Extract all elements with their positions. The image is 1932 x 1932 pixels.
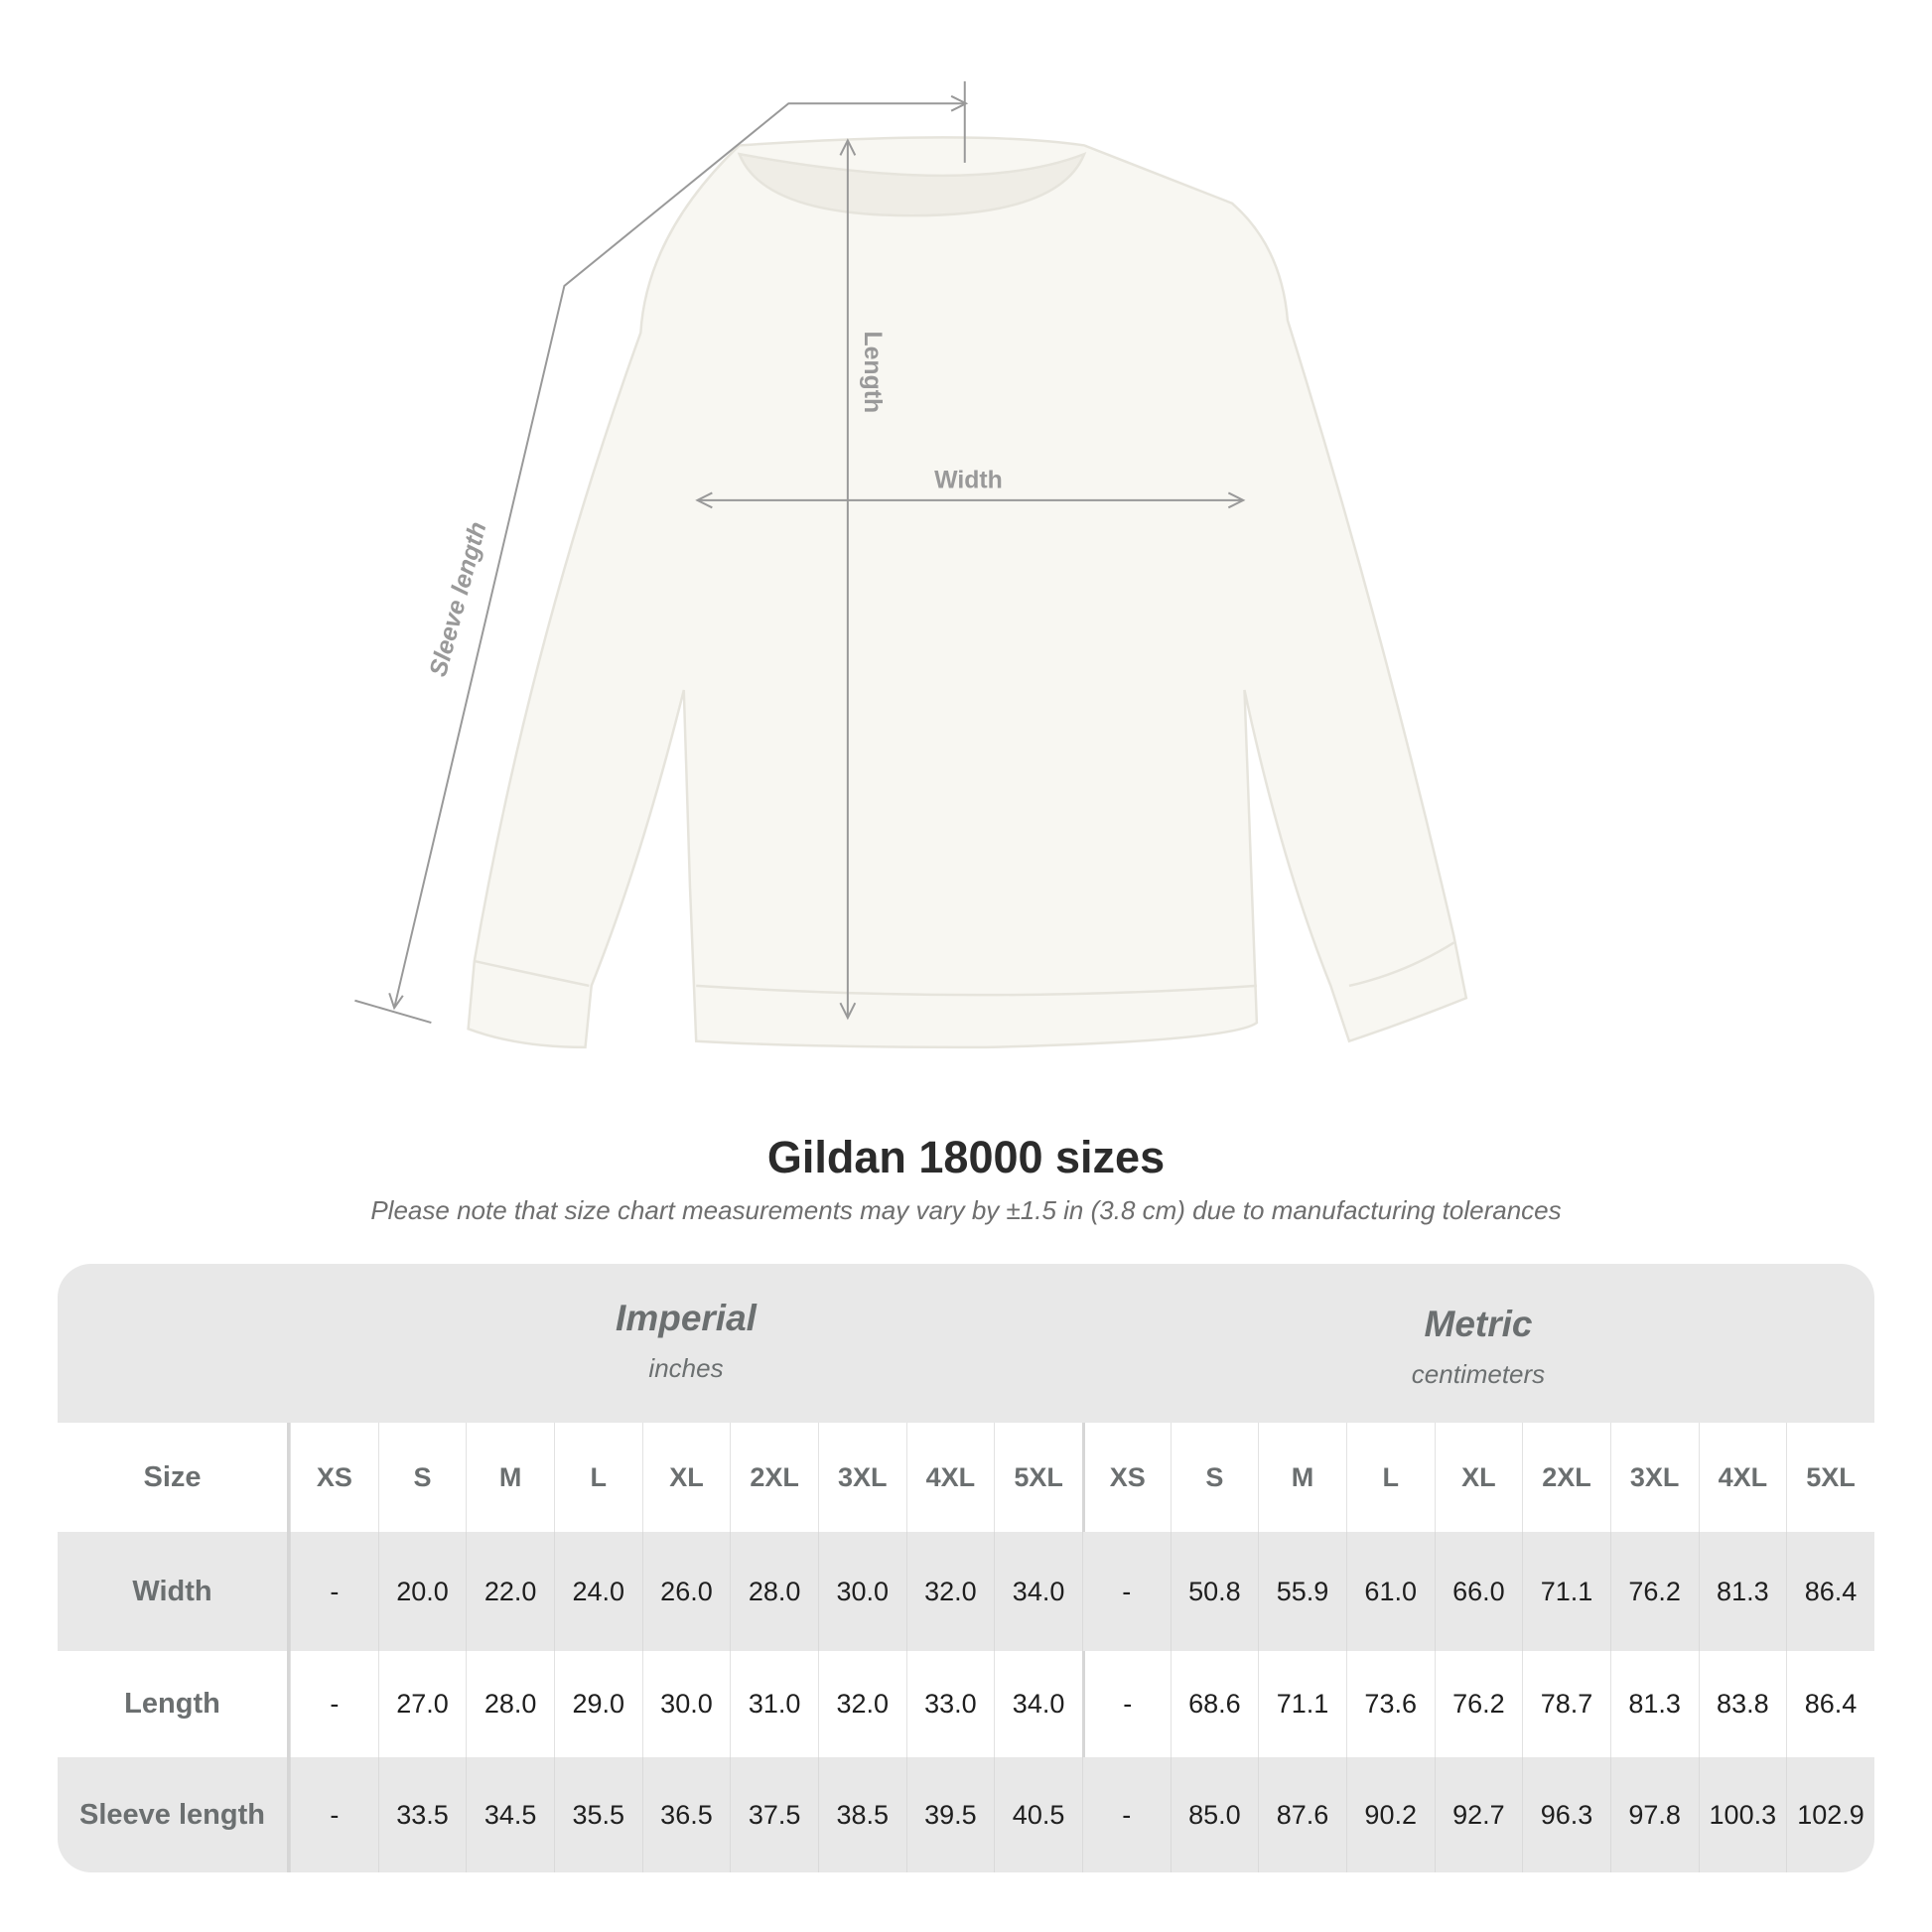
measurement-cell-imperial: 22.0 — [466, 1532, 554, 1651]
measurement-cell-metric: 102.9 — [1786, 1757, 1874, 1872]
measurement-cell-imperial: 33.5 — [377, 1757, 467, 1872]
measurement-cell-metric: 71.1 — [1522, 1532, 1610, 1651]
imperial-heading: Imperial — [616, 1298, 757, 1338]
size-header-metric: 5XL — [1786, 1423, 1874, 1532]
measurement-cell-metric: 90.2 — [1345, 1757, 1435, 1872]
measurement-cell-imperial: 20.0 — [377, 1532, 467, 1651]
measurement-cell-imperial: 24.0 — [553, 1532, 642, 1651]
sweatshirt-diagram: Length Width Sleeve length — [354, 80, 1468, 1049]
measurement-cell-metric: 71.1 — [1258, 1651, 1346, 1757]
imperial-header: Imperial inches — [290, 1298, 1082, 1384]
size-header-imperial: 4XL — [905, 1423, 995, 1532]
measurement-cell-imperial: 27.0 — [377, 1651, 467, 1757]
measurement-cell-metric: 86.4 — [1786, 1532, 1874, 1651]
measurement-cell-metric: - — [1081, 1651, 1171, 1757]
measurement-cell-metric: - — [1081, 1757, 1171, 1872]
row-label: Length — [58, 1651, 290, 1757]
measurement-cell-imperial: 32.0 — [905, 1532, 995, 1651]
width-label: Width — [934, 467, 1003, 493]
measurement-cell-metric: 81.3 — [1698, 1532, 1787, 1651]
measurement-cell-imperial: - — [290, 1651, 378, 1757]
size-header-metric: 2XL — [1522, 1423, 1610, 1532]
measurement-cell-metric: 97.8 — [1609, 1757, 1699, 1872]
measurement-cell-metric: 87.6 — [1258, 1757, 1346, 1872]
measurement-cell-metric: 100.3 — [1698, 1757, 1787, 1872]
measurement-cell-metric: 73.6 — [1345, 1651, 1435, 1757]
measure-lines — [354, 80, 1246, 1025]
measurement-cell-imperial: 39.5 — [905, 1757, 995, 1872]
row-label: Sleeve length — [58, 1757, 290, 1872]
measurement-cell-imperial: - — [290, 1532, 378, 1651]
measurement-cell-imperial: 33.0 — [905, 1651, 995, 1757]
metric-header: Metric centimeters — [1082, 1304, 1874, 1390]
measurement-cell-imperial: 28.0 — [466, 1651, 554, 1757]
size-header-imperial: XL — [641, 1423, 731, 1532]
measurement-cell-metric: 83.8 — [1698, 1651, 1787, 1757]
measurement-cell-imperial: 32.0 — [817, 1651, 906, 1757]
measurement-cell-imperial: 38.5 — [817, 1757, 906, 1872]
row-label: Width — [58, 1532, 290, 1651]
size-header-metric: XS — [1081, 1423, 1171, 1532]
row-label: Size — [58, 1423, 290, 1532]
size-header-imperial: 5XL — [994, 1423, 1082, 1532]
measurement-cell-metric: 50.8 — [1170, 1532, 1259, 1651]
size-header-imperial: L — [553, 1423, 642, 1532]
size-header-imperial: S — [377, 1423, 467, 1532]
measurement-cell-metric: 61.0 — [1345, 1532, 1435, 1651]
measurement-cell-imperial: 36.5 — [641, 1757, 731, 1872]
measurement-cell-imperial: 34.0 — [994, 1532, 1082, 1651]
size-header-metric: XL — [1434, 1423, 1523, 1532]
page-title: Gildan 18000 sizes — [766, 1132, 1166, 1182]
metric-heading: Metric — [1424, 1304, 1533, 1344]
imperial-unit: inches — [648, 1353, 724, 1383]
measurement-cell-imperial: 26.0 — [641, 1532, 731, 1651]
size-header-imperial: 3XL — [817, 1423, 906, 1532]
size-header-row: Size XS S M L XL 2XL 3XL 4XL 5XL XS S M L XL 2XL 3XL 4XL 5… — [58, 1423, 1874, 1532]
measurement-cell-metric: 96.3 — [1522, 1757, 1610, 1872]
size-header-imperial: M — [466, 1423, 554, 1532]
table-row: Length -27.0 28.0 29.0 30.0 31.0 32.0 33.0 34.0-… — [58, 1651, 1874, 1757]
measurement-cell-metric: - — [1081, 1532, 1171, 1651]
measurement-cell-imperial: 31.0 — [730, 1651, 818, 1757]
size-header-metric: 4XL — [1698, 1423, 1787, 1532]
measurement-cell-imperial: 30.0 — [817, 1532, 906, 1651]
measurement-cell-imperial: 34.5 — [466, 1757, 554, 1872]
size-header-metric: L — [1345, 1423, 1435, 1532]
table-row: Sleeve length -33.5 34.5 35.5 36.5 37.5 38.5 39… — [58, 1757, 1874, 1872]
size-header-metric: M — [1258, 1423, 1346, 1532]
measurement-cell-imperial: - — [290, 1757, 378, 1872]
size-header-metric: S — [1170, 1423, 1259, 1532]
sweatshirt-image — [467, 136, 1468, 1049]
length-label: Length — [859, 331, 886, 413]
measurement-cell-imperial: 40.5 — [994, 1757, 1082, 1872]
size-header-imperial: 2XL — [730, 1423, 818, 1532]
measurement-cell-metric: 92.7 — [1434, 1757, 1523, 1872]
size-table: Imperial inches Metric centimeters Size X… — [58, 1264, 1874, 1872]
metric-unit: centimeters — [1411, 1359, 1546, 1389]
size-header-metric: 3XL — [1609, 1423, 1699, 1532]
measurement-cell-imperial: 29.0 — [553, 1651, 642, 1757]
measurement-cell-imperial: 37.5 — [730, 1757, 818, 1872]
measurement-cell-metric: 86.4 — [1786, 1651, 1874, 1757]
measurement-cell-metric: 78.7 — [1522, 1651, 1610, 1757]
measurement-cell-metric: 85.0 — [1170, 1757, 1259, 1872]
measurement-cell-metric: 68.6 — [1170, 1651, 1259, 1757]
table-header-band — [58, 1264, 1874, 1423]
measurement-cell-metric: 81.3 — [1609, 1651, 1699, 1757]
sleeve-arrow — [393, 102, 965, 1009]
sleeve-length-label: Sleeve length — [425, 519, 491, 680]
measurement-cell-metric: 66.0 — [1434, 1532, 1523, 1651]
measurement-cell-metric: 55.9 — [1258, 1532, 1346, 1651]
measurement-cell-metric: 76.2 — [1609, 1532, 1699, 1651]
measurement-cell-imperial: 34.0 — [994, 1651, 1082, 1757]
size-header-imperial: XS — [290, 1423, 378, 1532]
measurement-cell-imperial: 35.5 — [553, 1757, 642, 1872]
measurement-cell-imperial: 30.0 — [641, 1651, 731, 1757]
measurement-cell-imperial: 28.0 — [730, 1532, 818, 1651]
measurement-cell-metric: 76.2 — [1434, 1651, 1523, 1757]
tolerance-note: Please note that size chart measurements… — [370, 1195, 1562, 1225]
table-row: Width -20.0 22.0 24.0 26.0 28.0 30.0 32.0 34.0-5… — [58, 1532, 1874, 1651]
